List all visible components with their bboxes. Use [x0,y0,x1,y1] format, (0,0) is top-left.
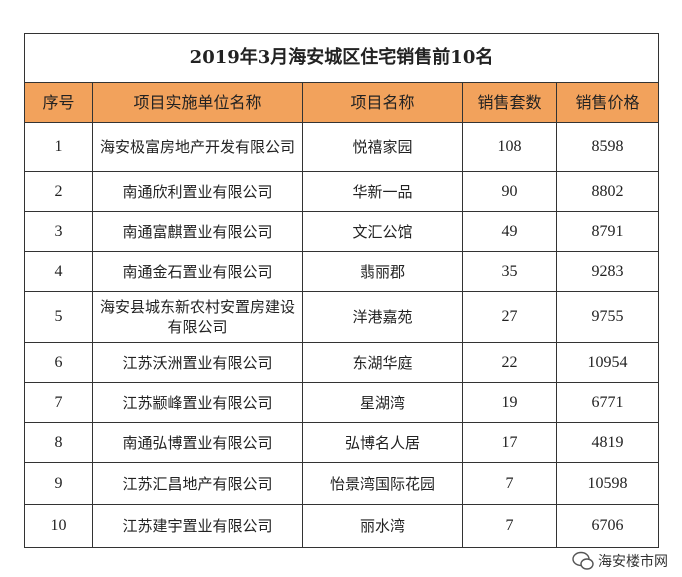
cell: 22 [462,342,557,383]
cell: 7 [462,462,557,505]
cell: 南通欣利置业有限公司 [92,171,303,212]
data-row: 5 海安县城东新农村安置房建设有限公司 洋港嘉苑 27 9755 [24,291,660,343]
cell: 19 [462,382,557,423]
header-cell: 销售价格 [555,82,660,123]
data-row: 1 海安极富房地产开发有限公司 悦禧家园 108 8598 [24,122,660,172]
cell: 悦禧家园 [302,122,463,172]
cell: 10954 [555,342,660,383]
cell: 8791 [555,211,660,252]
header-cell: 序号 [24,82,93,123]
cell: 南通弘博置业有限公司 [92,422,303,463]
cell: 4819 [555,422,660,463]
cell: 6 [24,342,93,383]
cell: 丽水湾 [302,504,463,548]
data-row: 6 江苏沃洲置业有限公司 东湖华庭 22 10954 [24,342,660,383]
data-row: 9 江苏汇昌地产有限公司 怡景湾国际花园 7 10598 [24,462,660,505]
cell: 3 [24,211,93,252]
data-row: 10 江苏建宇置业有限公司 丽水湾 7 6706 [24,504,660,548]
cell: 星湖湾 [302,382,463,423]
cell: 海安极富房地产开发有限公司 [92,122,303,172]
data-row: 2 南通欣利置业有限公司 华新一品 90 8802 [24,171,660,212]
cell: 6771 [555,382,660,423]
cell: 2 [24,171,93,212]
cell: 8598 [555,122,660,172]
cell: 8 [24,422,93,463]
cell: 江苏沃洲置业有限公司 [92,342,303,383]
cell: 江苏汇昌地产有限公司 [92,462,303,505]
cell: 1 [24,122,93,172]
watermark: 海安楼市网 [572,551,668,571]
cell: 南通富麒置业有限公司 [92,211,303,252]
cell: 108 [462,122,557,172]
cell: 6706 [555,504,660,548]
cell: 17 [462,422,557,463]
table-title: 2019年3月海安城区住宅销售前10名 [23,33,660,83]
cell: 文汇公馆 [302,211,463,252]
cell: 翡丽郡 [302,251,463,292]
data-row: 7 江苏颛峰置业有限公司 星湖湾 19 6771 [24,382,660,423]
data-row: 8 南通弘博置业有限公司 弘博名人居 17 4819 [24,422,660,463]
cell: 9283 [555,251,660,292]
cell: 7 [462,504,557,548]
cell: 怡景湾国际花园 [302,462,463,505]
table-body: 2019年3月海安城区住宅销售前10名 序号 项目实施单位名称 项目名称 销售套数 销售… [23,33,660,548]
cell: 10 [24,504,93,548]
cell: 7 [24,382,93,423]
cell: 9 [24,462,93,505]
cell: 8802 [555,171,660,212]
cell: 5 [24,291,93,343]
sales-table: 2019年3月海安城区住宅销售前10名 序号 项目实施单位名称 项目名称 销售套数 销售… [23,33,660,548]
cell: 江苏建宇置业有限公司 [92,504,303,548]
cell: 南通金石置业有限公司 [92,251,303,292]
cell: 弘博名人居 [302,422,463,463]
cell: 江苏颛峰置业有限公司 [92,382,303,423]
cell: 90 [462,171,557,212]
wechat-icon [572,551,594,570]
cell: 海安县城东新农村安置房建设有限公司 [92,291,303,343]
cell: 9755 [555,291,660,343]
cell: 10598 [555,462,660,505]
cell: 华新一品 [302,171,463,212]
header-cell: 销售套数 [462,82,557,123]
cell: 东湖华庭 [302,342,463,383]
header-cell: 项目名称 [302,82,463,123]
cell: 洋港嘉苑 [302,291,463,343]
cell: 49 [462,211,557,252]
cell: 35 [462,251,557,292]
title-row: 2019年3月海安城区住宅销售前10名 [23,33,660,83]
header-row: 序号 项目实施单位名称 项目名称 销售套数 销售价格 [24,82,660,123]
data-row: 3 南通富麒置业有限公司 文汇公馆 49 8791 [24,211,660,252]
cell: 27 [462,291,557,343]
data-row: 4 南通金石置业有限公司 翡丽郡 35 9283 [24,251,660,292]
watermark-text: 海安楼市网 [598,554,668,570]
header-cell: 项目实施单位名称 [92,82,303,123]
cell: 4 [24,251,93,292]
